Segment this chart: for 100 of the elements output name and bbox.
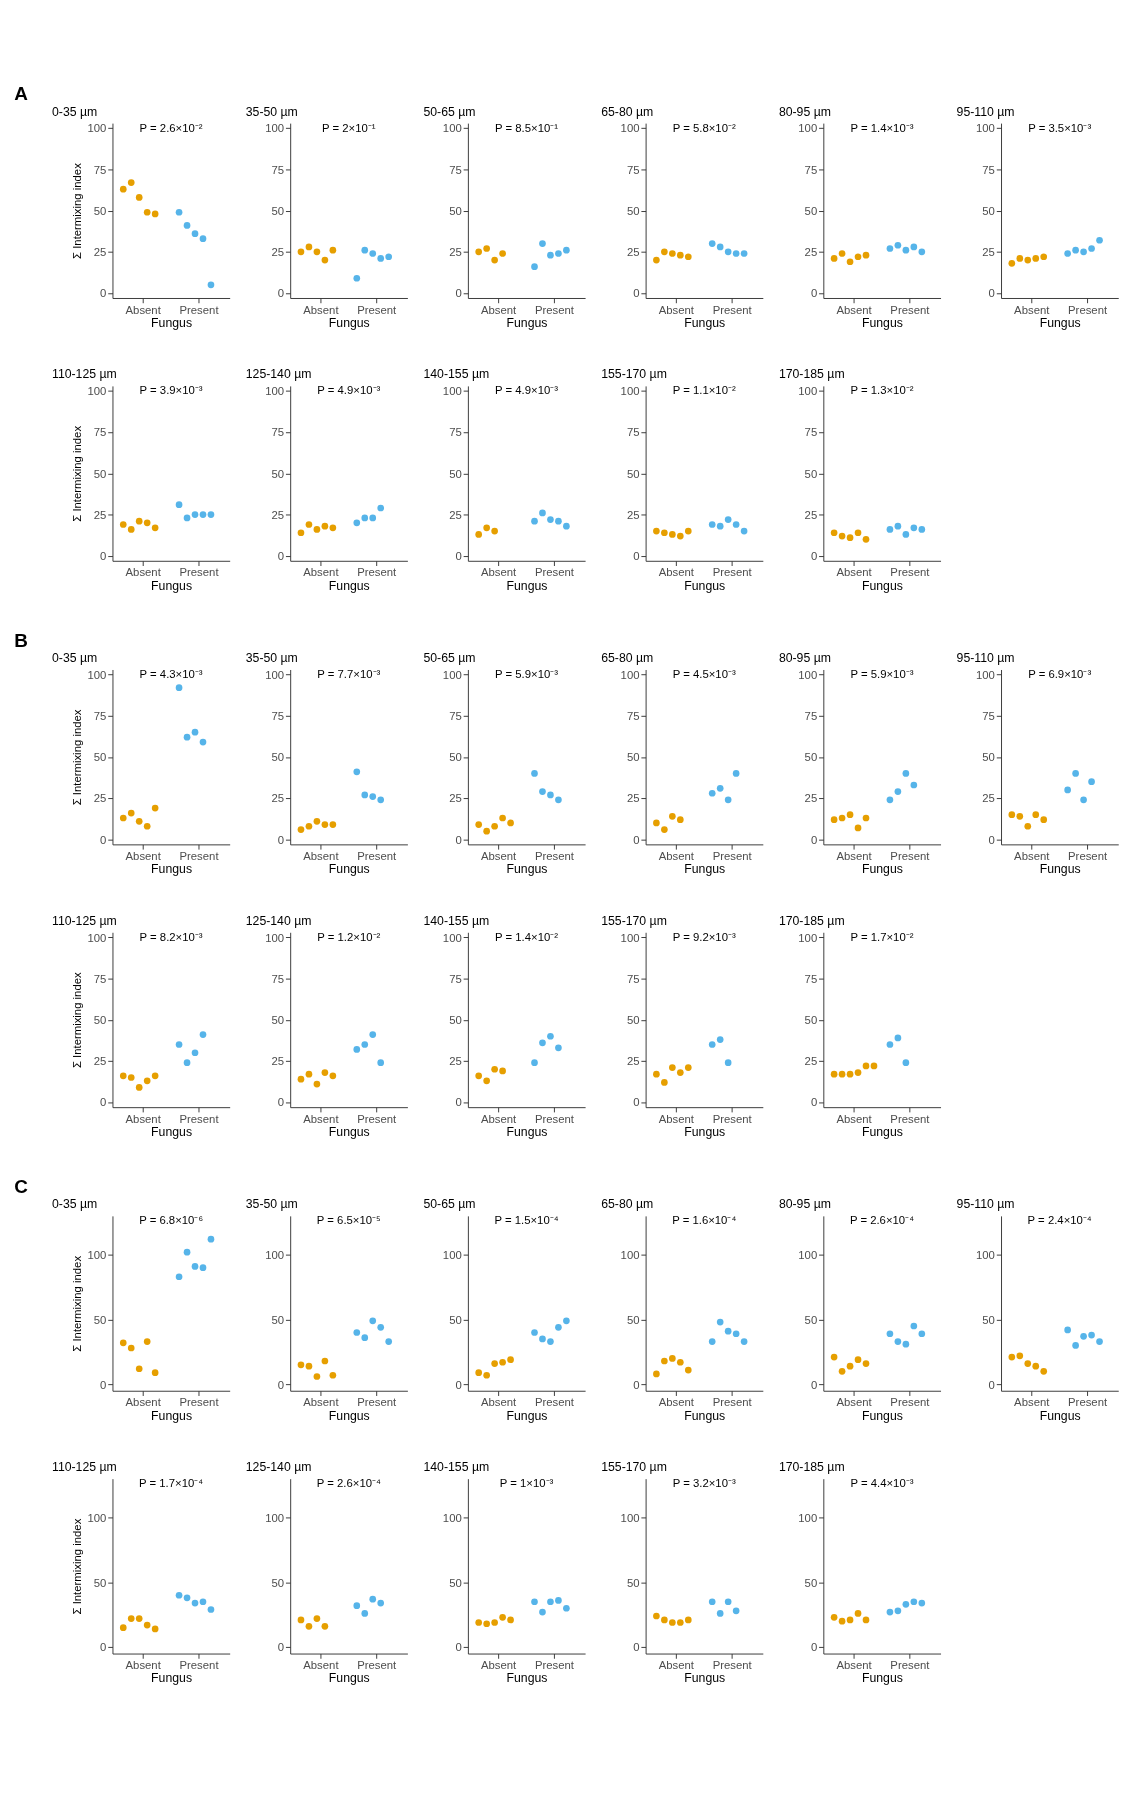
chart-title: 140-155 µm xyxy=(423,1460,490,1475)
y-tick-label: 75 xyxy=(804,163,818,176)
y-tick-label: 75 xyxy=(93,163,107,176)
x-axis-title: Fungus xyxy=(684,862,726,877)
x-tick-label: Absent xyxy=(125,303,162,316)
y-tick-label: 50 xyxy=(449,204,462,217)
x-tick-label: Present xyxy=(357,849,398,862)
y-tick-label: 100 xyxy=(265,1511,285,1524)
y-tick-label: 50 xyxy=(804,1014,818,1026)
y-tick-label: 0 xyxy=(100,550,107,563)
y-tick-label: 75 xyxy=(93,972,107,985)
x-axis-title: Fungus xyxy=(328,1408,370,1423)
chart-title: 65-80 µm xyxy=(601,650,654,665)
y-axis-title: Σ Intermixing index xyxy=(70,162,83,259)
chart-title: 50-65 µm xyxy=(423,650,476,665)
annotation: P = 1.4×10⁻² xyxy=(495,930,559,943)
y-tick-label: 50 xyxy=(804,1576,818,1589)
x-axis-title: Fungus xyxy=(861,1408,903,1423)
annotation: P = 2.6×10⁻⁴ xyxy=(849,1214,915,1227)
y-tick-label: 50 xyxy=(804,751,818,764)
y-tick-label: 75 xyxy=(271,972,285,985)
x-tick-label: Present xyxy=(534,1112,575,1125)
y-tick-label: 100 xyxy=(442,668,462,681)
x-tick-label: Present xyxy=(890,1659,931,1672)
chart-title: 125-140 µm xyxy=(245,367,312,382)
y-tick-label: 25 xyxy=(626,246,640,259)
y-tick-label: 100 xyxy=(798,122,818,135)
x-axis-title: Fungus xyxy=(506,862,548,877)
x-tick-label: Absent xyxy=(125,1112,162,1125)
annotation: P = 3.5×10⁻³ xyxy=(1028,121,1092,134)
annotation: P = 1.5×10⁻⁴ xyxy=(494,1214,559,1227)
x-tick-label: Present xyxy=(712,303,753,316)
y-tick-label: 0 xyxy=(633,833,640,846)
chart-title: 140-155 µm xyxy=(423,367,490,382)
y-tick-label: 75 xyxy=(626,426,640,439)
chart-title: 35-50 µm xyxy=(245,104,298,119)
x-tick-label: Absent xyxy=(658,849,695,862)
x-tick-label: Absent xyxy=(658,303,695,316)
x-axis-title: Fungus xyxy=(861,315,903,330)
chart-title: 110-125 µm xyxy=(51,1460,117,1475)
x-tick-label: Present xyxy=(712,566,753,579)
y-tick-label: 50 xyxy=(449,1014,462,1026)
chart-title: 65-80 µm xyxy=(601,104,654,119)
y-axis-title: Σ Intermixing index xyxy=(70,709,83,806)
x-tick-label: Absent xyxy=(836,566,873,579)
y-tick-label: 0 xyxy=(455,1096,462,1109)
y-tick-label: 100 xyxy=(798,668,818,681)
y-tick-label: 100 xyxy=(87,1511,107,1524)
y-tick-label: 50 xyxy=(93,1014,107,1026)
y-tick-label: 75 xyxy=(626,163,640,176)
y-tick-label: 25 xyxy=(804,246,818,259)
x-tick-label: Absent xyxy=(658,1396,695,1409)
y-tick-label: 25 xyxy=(271,508,285,521)
chart-title: 155-170 µm xyxy=(601,367,667,382)
y-tick-label: 75 xyxy=(804,709,818,722)
y-tick-label: 100 xyxy=(620,385,640,398)
x-tick-label: Present xyxy=(712,1659,753,1672)
y-tick-label: 0 xyxy=(277,287,285,300)
x-axis-title: Fungus xyxy=(684,315,726,330)
y-tick-label: 50 xyxy=(982,1313,995,1326)
chart-title: 170-185 µm xyxy=(778,367,845,382)
y-tick-label: 100 xyxy=(442,385,462,398)
y-tick-label: 100 xyxy=(265,122,285,135)
y-tick-label: 25 xyxy=(271,792,285,805)
chart-title: 80-95 µm xyxy=(778,650,831,665)
x-axis-title: Fungus xyxy=(684,578,726,593)
x-axis-title: Fungus xyxy=(151,862,193,877)
y-tick-label: 75 xyxy=(804,426,818,439)
x-axis-title: Fungus xyxy=(328,862,370,877)
y-tick-label: 50 xyxy=(626,751,640,764)
annotation: P = 5.9×10⁻³ xyxy=(495,668,559,681)
y-tick-label: 0 xyxy=(277,1641,285,1654)
annotation: P = 3.2×10⁻³ xyxy=(672,1477,736,1490)
x-tick-label: Present xyxy=(179,1396,220,1409)
x-tick-label: Absent xyxy=(303,1112,340,1125)
annotation: P = 4.5×10⁻³ xyxy=(672,668,736,681)
x-axis-title: Fungus xyxy=(684,1408,726,1423)
y-tick-label: 100 xyxy=(265,385,285,398)
y-tick-label: 75 xyxy=(93,426,107,439)
x-axis-title: Fungus xyxy=(328,315,370,330)
x-tick-label: Present xyxy=(179,849,220,862)
x-tick-label: Absent xyxy=(658,1112,695,1125)
x-tick-label: Present xyxy=(712,1112,753,1125)
y-tick-label: 25 xyxy=(626,792,640,805)
y-tick-label: 0 xyxy=(810,287,818,300)
annotation: P = 1×10⁻³ xyxy=(499,1477,554,1490)
y-tick-label: 75 xyxy=(271,163,285,176)
y-tick-label: 25 xyxy=(626,1055,640,1068)
x-tick-label: Present xyxy=(179,566,220,579)
y-tick-label: 75 xyxy=(626,709,640,722)
y-tick-label: 0 xyxy=(277,1378,285,1391)
y-tick-label: 50 xyxy=(271,751,285,764)
x-axis-title: Fungus xyxy=(506,1125,548,1140)
y-tick-label: 50 xyxy=(271,1313,285,1326)
y-tick-label: 50 xyxy=(93,1576,107,1589)
x-tick-label: Absent xyxy=(125,849,162,862)
chart-title: 140-155 µm xyxy=(423,913,490,928)
y-tick-label: 0 xyxy=(455,1641,462,1654)
x-tick-label: Absent xyxy=(836,303,873,316)
y-tick-label: 0 xyxy=(810,550,818,563)
